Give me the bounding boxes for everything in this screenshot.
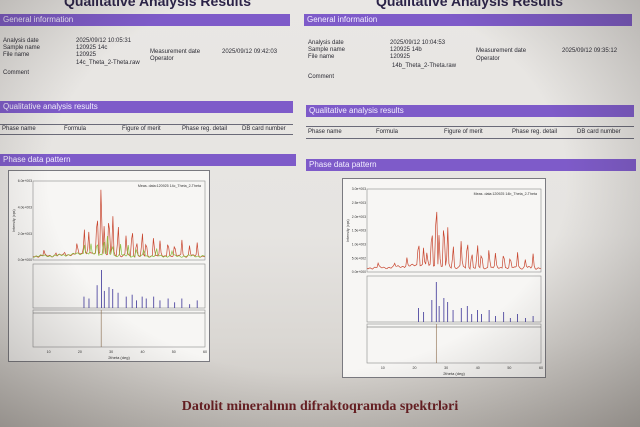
file-name-value-2: 14c_Theta_2-Theta.raw [76,60,140,66]
measurement-date-label: Measurement date [476,48,527,54]
file-name-value: 120925 [390,54,411,60]
analysis-date-label: Analysis date [3,38,39,44]
analysis-date-value: 2025/09/12 10:05:31 [76,38,132,44]
col-formula: Formula [64,126,87,132]
x-tick-label: 50 [507,366,511,370]
reference-panel [32,263,206,309]
xrd-chart-svg: Meas. data:120925 14c_Theta_2-Theta Inten… [12,179,207,360]
x-tick-label: 30 [109,350,113,354]
general-info-header: General information [304,14,632,26]
phase-data-header: Phase data pattern [0,154,296,166]
measurement-date-label: Measurement date [150,49,201,55]
qualitative-results-header: Qualitative analysis results [0,101,293,113]
comment-label: Comment [3,70,30,76]
report-left: Qualitative Analysis Results General inf… [0,0,300,395]
y-tick-label: 0.0e+000 [352,270,366,274]
measurement-date-value: 2025/09/12 09:42:03 [222,49,278,55]
sample-name-label: Sample name [3,45,41,51]
y-tick-label: 0.0e+000 [18,258,32,262]
x-tick-label: 10 [47,350,51,354]
report-title: Qualitative Analysis Results [376,0,563,9]
second-pattern-line [32,235,205,258]
x-tick-label: 40 [140,350,144,354]
qualitative-results-header: Qualitative analysis results [306,105,634,117]
x-axis-label: 2theta (deg) [443,371,465,376]
col-db-card-number: DB card number [242,126,286,132]
col-figure-of-merit: Figure of merit [122,126,161,132]
measurement-date-value: 2025/09/12 09:35:12 [562,48,618,54]
table-rule-bottom [306,138,634,139]
y-tick-label: 2.0e+003 [352,215,366,219]
x-tick-label: 30 [444,366,448,370]
sample-name-value: 120925 14c [76,45,108,51]
y-tick-label: 5.0e+002 [352,256,366,260]
x-axis-label: 2theta (deg) [108,355,130,360]
col-phase-name: Phase name [308,129,342,135]
y-tick-label: 4.0e+003 [18,206,32,210]
xrd-chart-svg: Meas. data:120925 14b_Theta_2-Theta Inten… [346,187,543,376]
slide-caption: Datolit mineralının difraktoqramda spekt… [181,399,459,414]
y-tick-label: 2.5e+003 [352,201,366,205]
comment-label: Comment [308,74,335,80]
measured-pattern-line [366,211,541,270]
operator-label: Operator [476,56,500,62]
report-right: Qualitative Analysis Results General inf… [300,0,640,395]
residual-panel [32,309,206,348]
file-name-label: File name [308,54,335,60]
file-name-label: File name [3,52,30,58]
x-tick-label: 10 [381,366,385,370]
col-figure-of-merit: Figure of merit [444,129,483,135]
table-rule-top [0,124,293,125]
xrd-chart-right: Meas. data:120925 14b_Theta_2-Theta Inten… [342,178,546,378]
x-tick-label: 20 [78,350,82,354]
y-tick-label: 6.0e+003 [18,179,32,183]
phase-data-header: Phase data pattern [306,159,636,171]
chart-legend: Meas. data:120925 14b_Theta_2-Theta [474,192,537,196]
y-axis-label: Intensity (cps) [12,209,16,231]
y-axis-label: Intensity (cps) [346,219,350,241]
table-rule-top [306,126,634,127]
y-tick-label: 1.0e+003 [352,243,366,247]
col-formula: Formula [376,129,399,135]
x-tick-label: 60 [203,350,207,354]
sample-name-value: 120925 14b [390,47,422,53]
pattern-panel [366,188,542,273]
measured-pattern-line [32,189,205,259]
chart-legend: Meas. data:120925 14c_Theta_2-Theta [138,184,201,188]
file-name-value: 120925 [76,52,97,58]
analysis-date-value: 2025/09/12 10:04:53 [390,40,446,46]
col-db-card-number: DB card number [577,129,621,135]
x-tick-label: 60 [539,366,543,370]
x-tick-label: 20 [412,366,416,370]
file-name-value-2: 14b_Theta_2-Theta.raw [392,63,457,69]
report-title: Qualitative Analysis Results [64,0,251,9]
y-tick-label: 2.0e+003 [18,232,32,236]
general-info-header: General information [0,14,290,26]
xrd-chart-left: Meas. data:120925 14c_Theta_2-Theta Inten… [8,170,210,362]
sample-name-label: Sample name [308,47,346,53]
y-tick-label: 1.5e+003 [352,229,366,233]
col-phase-reg-detail: Phase reg. detail [512,129,558,135]
col-phase-reg-detail: Phase reg. detail [182,126,228,132]
table-rule-bottom [0,134,293,135]
residual-panel [366,323,542,364]
operator-label: Operator [150,56,174,62]
col-phase-name: Phase name [2,126,36,132]
reference-panel [366,275,542,323]
pattern-panel [32,180,206,261]
x-tick-label: 50 [172,350,176,354]
y-tick-label: 3.0e+003 [352,187,366,191]
x-tick-label: 40 [476,366,480,370]
analysis-date-label: Analysis date [308,40,344,46]
